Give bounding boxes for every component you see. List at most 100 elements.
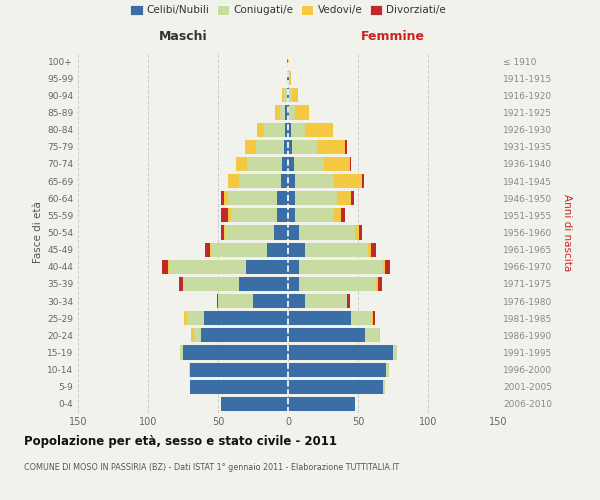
Bar (288, 106, 289, 120)
Bar (288, 311, 351, 325)
Bar (188, 362, 190, 376)
Bar (362, 174, 364, 188)
Bar (383, 260, 385, 274)
Bar (284, 88, 287, 102)
Bar (194, 328, 201, 342)
Bar (299, 226, 355, 239)
Bar (287, 88, 288, 102)
Bar (257, 122, 264, 136)
Bar (373, 311, 375, 325)
Bar (285, 122, 288, 136)
Bar (347, 294, 350, 308)
Bar (351, 191, 354, 205)
Bar (287, 54, 288, 68)
Bar (228, 191, 277, 205)
Bar (275, 106, 280, 120)
Bar (291, 122, 305, 136)
Bar (368, 242, 371, 256)
Bar (346, 140, 347, 154)
Bar (288, 122, 291, 136)
Bar (256, 140, 284, 154)
Bar (246, 260, 288, 274)
Bar (299, 260, 383, 274)
Bar (289, 106, 295, 120)
Bar (293, 157, 325, 171)
Bar (288, 242, 305, 256)
Bar (228, 174, 239, 188)
Bar (205, 242, 209, 256)
Bar (288, 208, 295, 222)
Bar (288, 294, 305, 308)
Bar (221, 226, 224, 239)
Bar (305, 294, 347, 308)
Bar (355, 226, 359, 239)
Bar (295, 106, 309, 120)
Bar (288, 397, 355, 411)
Bar (211, 242, 267, 256)
Bar (288, 88, 289, 102)
Bar (274, 226, 288, 239)
Bar (239, 277, 288, 291)
Bar (288, 260, 299, 274)
Bar (179, 277, 183, 291)
Bar (288, 362, 386, 376)
Bar (167, 260, 169, 274)
Bar (280, 106, 285, 120)
Y-axis label: Fasce di età: Fasce di età (33, 202, 43, 264)
Bar (289, 71, 291, 85)
Bar (169, 260, 246, 274)
Bar (288, 71, 289, 85)
Bar (264, 122, 285, 136)
Text: Maschi: Maschi (158, 30, 208, 43)
Bar (305, 242, 368, 256)
Bar (184, 311, 187, 325)
Bar (288, 380, 383, 394)
Bar (288, 191, 295, 205)
Bar (295, 191, 337, 205)
Bar (245, 140, 256, 154)
Bar (218, 294, 253, 308)
Bar (284, 140, 288, 154)
Bar (288, 346, 393, 360)
Bar (383, 380, 385, 394)
Bar (385, 260, 390, 274)
Text: Popolazione per età, sesso e stato civile - 2011: Popolazione per età, sesso e stato civil… (24, 435, 337, 448)
Bar (386, 362, 389, 376)
Bar (295, 174, 334, 188)
Bar (371, 242, 376, 256)
Bar (190, 362, 288, 376)
Bar (285, 106, 288, 120)
Bar (288, 174, 295, 188)
Bar (287, 71, 288, 85)
Bar (289, 88, 292, 102)
Bar (351, 311, 372, 325)
Bar (228, 208, 230, 222)
Bar (221, 208, 228, 222)
Bar (224, 226, 225, 239)
Bar (221, 397, 288, 411)
Bar (277, 208, 288, 222)
Bar (372, 311, 373, 325)
Bar (288, 157, 293, 171)
Bar (283, 88, 284, 102)
Bar (288, 277, 299, 291)
Bar (236, 157, 247, 171)
Bar (325, 157, 350, 171)
Bar (299, 277, 376, 291)
Bar (230, 208, 277, 222)
Bar (191, 328, 194, 342)
Bar (267, 242, 288, 256)
Bar (162, 260, 167, 274)
Bar (204, 311, 288, 325)
Bar (190, 380, 288, 394)
Bar (377, 277, 382, 291)
Bar (305, 122, 333, 136)
Bar (187, 311, 204, 325)
Bar (317, 140, 346, 154)
Bar (379, 328, 380, 342)
Bar (288, 140, 292, 154)
Bar (341, 208, 346, 222)
Bar (277, 191, 288, 205)
Bar (183, 346, 288, 360)
Bar (283, 157, 288, 171)
